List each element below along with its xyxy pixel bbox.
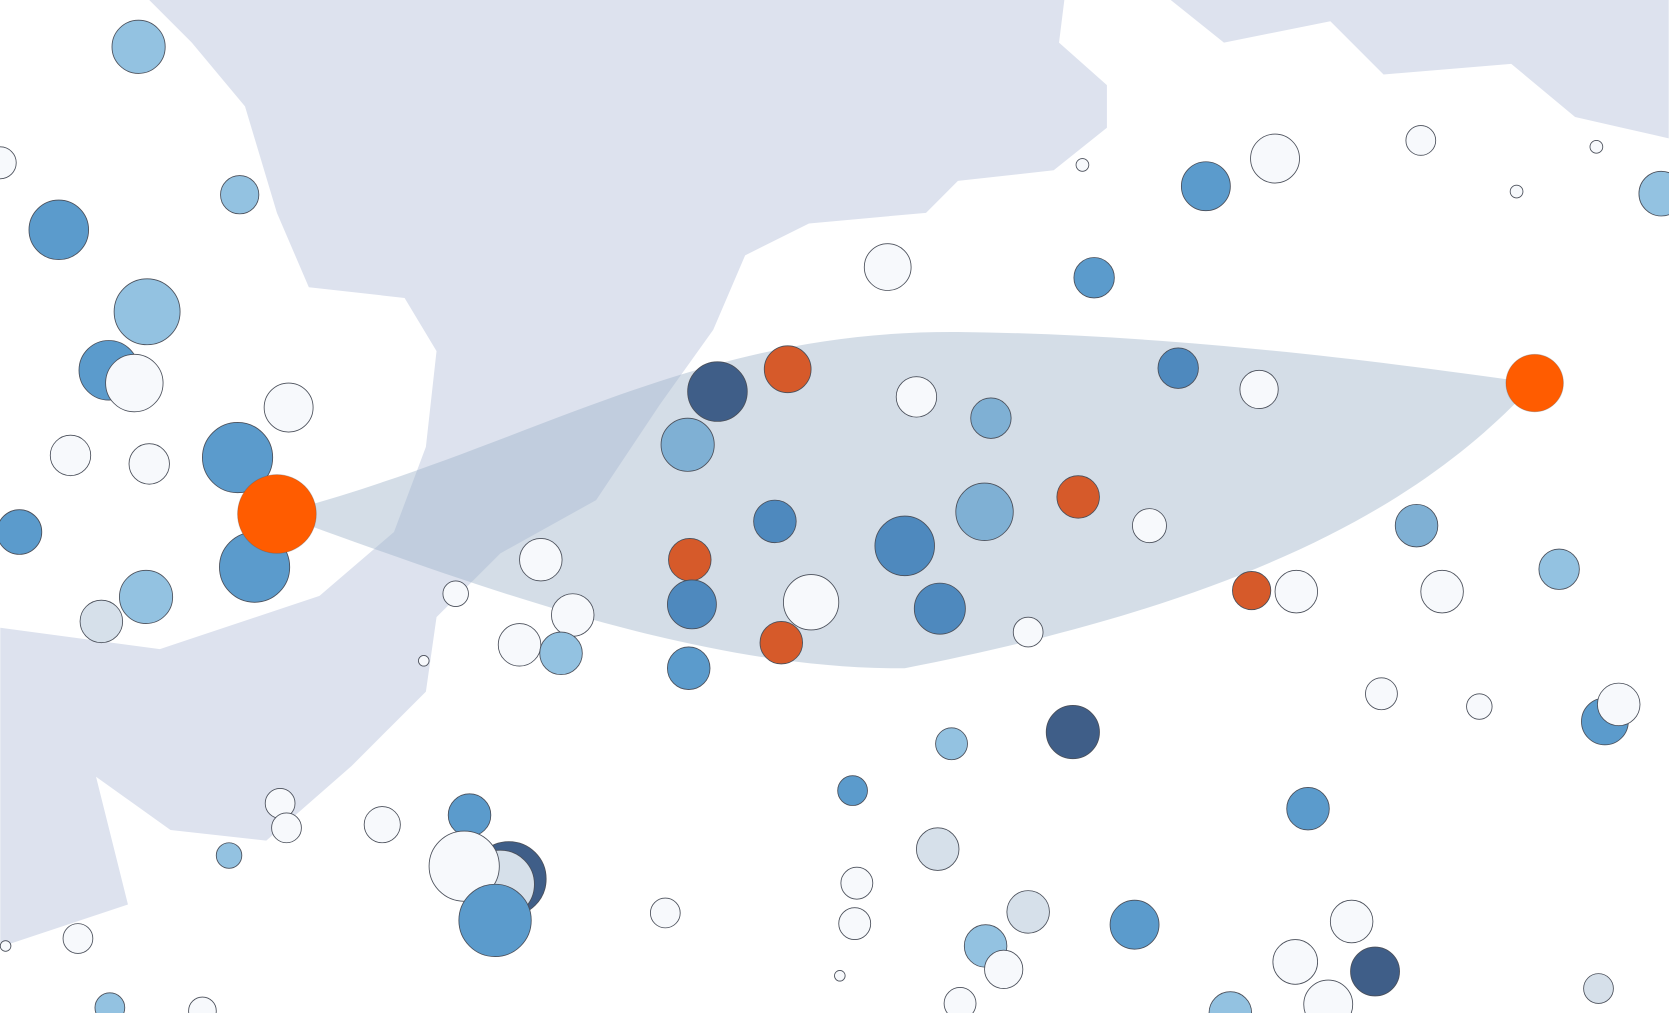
bubble: [667, 579, 717, 630]
bubble: [519, 537, 563, 582]
sea: [1170, 0, 1669, 139]
bubble: [28, 199, 90, 261]
bubble: [105, 353, 164, 413]
bubble: [119, 569, 174, 624]
bubble: [1394, 503, 1439, 548]
bubble: [1232, 570, 1272, 611]
bubble: [271, 812, 302, 844]
bubble: [539, 631, 583, 676]
bubble: [1509, 184, 1524, 199]
bubble: [649, 897, 681, 929]
bubble: [840, 866, 874, 900]
bubble: [687, 361, 748, 422]
bubble: [1073, 257, 1115, 299]
bubble: [753, 499, 797, 544]
bubble: [1466, 693, 1493, 720]
bubble: [202, 422, 274, 494]
bubble: [0, 146, 17, 180]
bubble: [1405, 125, 1437, 156]
bubble: [660, 417, 715, 472]
bubble: [263, 382, 314, 433]
bubble: [1132, 508, 1167, 544]
bubble: [1157, 347, 1199, 389]
bubble: [113, 278, 181, 346]
bubble: [895, 376, 938, 418]
bubble: [1109, 899, 1160, 950]
bubble: [418, 655, 430, 667]
bubble: [1538, 548, 1580, 590]
bubble: [935, 727, 968, 761]
bubble: [943, 987, 977, 1013]
bubble: [1597, 682, 1641, 727]
bubble: [62, 923, 94, 954]
bubble: [863, 243, 912, 291]
bubble: [874, 515, 935, 577]
bubble: [447, 793, 492, 837]
bubble: [970, 397, 1012, 439]
bubble: [188, 996, 217, 1013]
bubble: [1239, 369, 1279, 410]
bubble: [1208, 991, 1253, 1013]
bubble: [1272, 939, 1319, 985]
bubble: [442, 580, 469, 607]
bubble: [782, 574, 840, 631]
bubble: [1303, 979, 1354, 1013]
bubble: [363, 806, 401, 844]
bubble: [128, 443, 170, 485]
bubble: [1329, 899, 1374, 944]
bubble: [837, 775, 868, 806]
bubble: [1350, 946, 1400, 997]
bubble: [79, 599, 124, 644]
bubble: [237, 474, 317, 554]
sea: [0, 0, 1107, 948]
bubble: [1638, 170, 1669, 217]
bubble: [220, 175, 260, 215]
bubble: [1274, 569, 1319, 614]
bubble: [1012, 616, 1044, 648]
bubble: [1045, 705, 1100, 760]
bubble: [1583, 973, 1614, 1004]
bubble: [1075, 158, 1090, 172]
bubble: [916, 827, 960, 871]
bubble: [1365, 677, 1398, 711]
bubble: [0, 940, 12, 952]
bubble: [1006, 890, 1050, 934]
bubble: [838, 907, 872, 941]
bubble: [1505, 353, 1564, 413]
bubble: [1056, 475, 1100, 519]
bubble: [668, 537, 712, 582]
bubble: [94, 992, 126, 1013]
bubble: [497, 623, 542, 667]
bubble: [667, 646, 711, 690]
bubble: [215, 842, 243, 869]
bubble: [49, 434, 92, 477]
bubble: [1589, 140, 1604, 154]
bubble: [984, 949, 1024, 989]
bubble: [0, 509, 43, 555]
bubble: [834, 970, 846, 982]
bubble: [111, 19, 166, 74]
bubble: [458, 883, 532, 958]
bubble: [1420, 569, 1464, 614]
bubble: [1250, 133, 1300, 184]
bubbles: [0, 19, 1669, 1013]
bubble: [1180, 161, 1231, 212]
bubble: [955, 482, 1014, 541]
bubble: [763, 345, 812, 394]
bubble: [913, 582, 966, 635]
bubble: [759, 620, 804, 665]
route-area: [276, 331, 1535, 669]
bubble: [551, 593, 595, 637]
bubble: [1286, 786, 1330, 831]
